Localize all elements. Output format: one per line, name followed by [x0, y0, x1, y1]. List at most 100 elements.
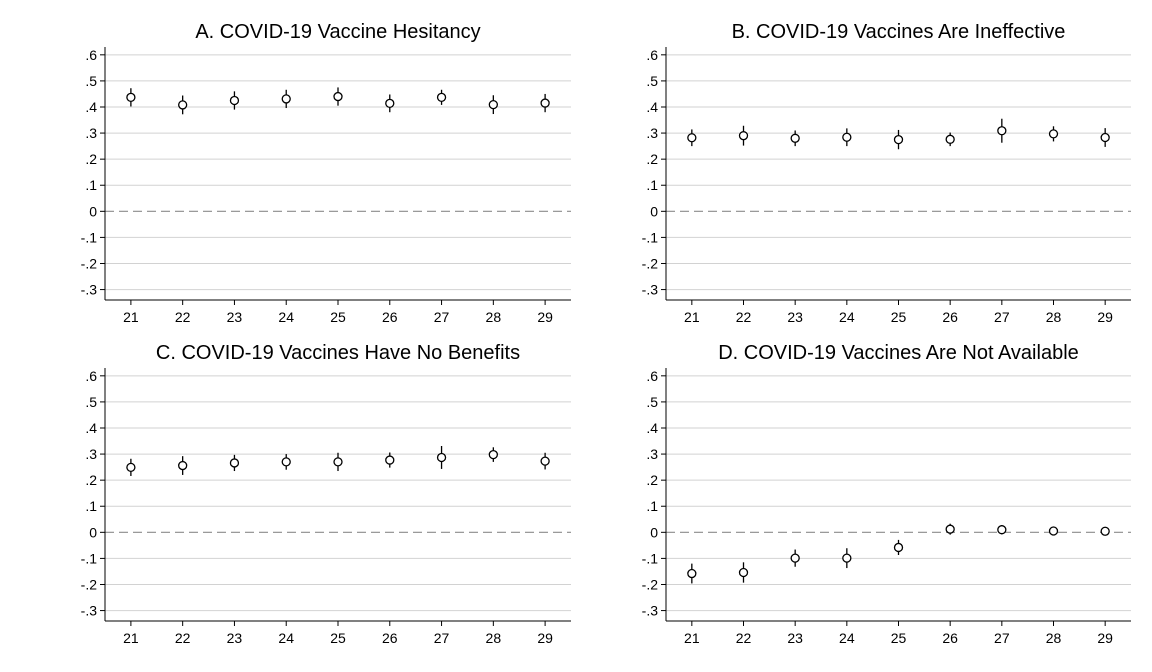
x-tick-label: 28 [486, 309, 502, 325]
y-tick-label: .3 [646, 125, 658, 141]
data-point [687, 568, 697, 579]
chart-title: D. COVID-19 Vaccines Are Not Available [718, 342, 1079, 364]
y-tick-label: .5 [85, 394, 97, 410]
x-tick-label: 27 [994, 630, 1010, 646]
data-point [229, 95, 240, 106]
chart-title: C. COVID-19 Vaccines Have No Benefits [156, 342, 520, 364]
chart-panel-3: C. COVID-19 Vaccines Have No Benefits .6.… [81, 342, 571, 646]
x-tick-label: 22 [736, 309, 752, 325]
y-tick-label: .2 [646, 472, 658, 488]
data-point [893, 134, 904, 145]
x-tick-label: 24 [278, 630, 294, 646]
y-tick-label: .5 [646, 394, 658, 410]
data-point [126, 462, 136, 473]
y-tick-label: .3 [85, 125, 97, 141]
y-tick-label: .1 [646, 498, 658, 514]
x-tick-label: 29 [1097, 630, 1113, 646]
y-tick-label: .5 [646, 73, 658, 89]
data-point [842, 132, 852, 142]
y-tick-label: .6 [85, 368, 97, 384]
x-tick-label: 25 [330, 309, 346, 325]
data-point [997, 126, 1007, 136]
data-point [436, 452, 447, 463]
y-tick-label: -.1 [642, 550, 659, 566]
x-tick-label: 26 [382, 630, 398, 646]
y-tick-label: .4 [646, 99, 658, 115]
x-tick-label: 24 [839, 630, 855, 646]
y-tick-label: -.1 [81, 550, 98, 566]
y-tick-label: 0 [89, 203, 97, 219]
x-tick-label: 21 [123, 630, 139, 646]
chart-title: A. COVID-19 Vaccine Hesitancy [195, 21, 480, 43]
x-tick-label: 24 [839, 309, 855, 325]
y-tick-label: 0 [650, 203, 658, 219]
data-point [790, 553, 800, 563]
y-tick-label: -.2 [642, 576, 659, 592]
x-tick-label: 28 [1046, 630, 1062, 646]
data-point [488, 449, 498, 460]
data-point [738, 567, 749, 578]
data-point [945, 524, 955, 534]
data-point [281, 457, 291, 467]
y-tick-label: 0 [650, 524, 658, 540]
y-tick-label: .2 [85, 151, 97, 167]
x-tick-label: 21 [684, 630, 700, 646]
data-point [1100, 132, 1110, 143]
x-tick-label: 29 [1097, 309, 1113, 325]
data-point [385, 98, 395, 108]
data-point [436, 92, 447, 102]
y-tick-label: -.3 [81, 282, 98, 298]
data-point [178, 100, 188, 110]
x-tick-label: 25 [891, 309, 907, 325]
x-tick-label: 29 [537, 309, 553, 325]
x-tick-label: 21 [684, 309, 700, 325]
data-point [842, 553, 852, 563]
chart-title: B. COVID-19 Vaccines Are Ineffective [732, 21, 1066, 43]
x-tick-label: 23 [227, 309, 243, 325]
x-tick-label: 28 [1046, 309, 1062, 325]
data-point [126, 92, 136, 102]
data-point [540, 456, 550, 466]
y-tick-label: .1 [85, 177, 97, 193]
y-tick-label: .6 [646, 368, 658, 384]
y-tick-label: .1 [646, 177, 658, 193]
x-tick-label: 26 [942, 309, 958, 325]
data-point [488, 99, 498, 110]
x-tick-label: 22 [736, 630, 752, 646]
y-tick-label: -.2 [81, 576, 98, 592]
data-point [1100, 526, 1110, 536]
y-tick-label: 0 [89, 524, 97, 540]
data-point [945, 134, 955, 144]
y-tick-label: .5 [85, 73, 97, 89]
chart-panel-2: B. COVID-19 Vaccines Are Ineffective .6 .5… [642, 21, 1131, 325]
data-point [1048, 129, 1059, 139]
data-point [333, 457, 343, 467]
x-tick-label: 28 [486, 630, 502, 646]
x-tick-label: 22 [175, 630, 191, 646]
y-tick-label: .3 [85, 446, 97, 462]
x-tick-label: 29 [537, 630, 553, 646]
x-tick-label: 27 [434, 309, 450, 325]
y-tick-label: -.2 [81, 255, 98, 271]
x-tick-label: 26 [942, 630, 958, 646]
x-tick-label: 22 [175, 309, 191, 325]
y-tick-label: -.3 [642, 282, 659, 298]
y-tick-label: .3 [646, 446, 658, 462]
x-tick-label: 27 [434, 630, 450, 646]
data-point [333, 91, 343, 102]
y-tick-label: .6 [85, 47, 97, 63]
y-tick-label: .2 [646, 151, 658, 167]
x-tick-label: 23 [227, 630, 243, 646]
data-point [893, 542, 904, 553]
data-point [540, 98, 550, 108]
data-point [738, 131, 749, 141]
x-tick-label: 26 [382, 309, 398, 325]
data-point [229, 458, 240, 468]
x-tick-label: 21 [123, 309, 139, 325]
y-tick-label: -.1 [642, 229, 659, 245]
x-tick-label: 25 [891, 630, 907, 646]
chart-panel-1: A. COVID-19 Vaccine Hesitancy .6 .5 .4 .3 .2.… [81, 21, 571, 325]
y-tick-label: -.3 [81, 603, 98, 619]
